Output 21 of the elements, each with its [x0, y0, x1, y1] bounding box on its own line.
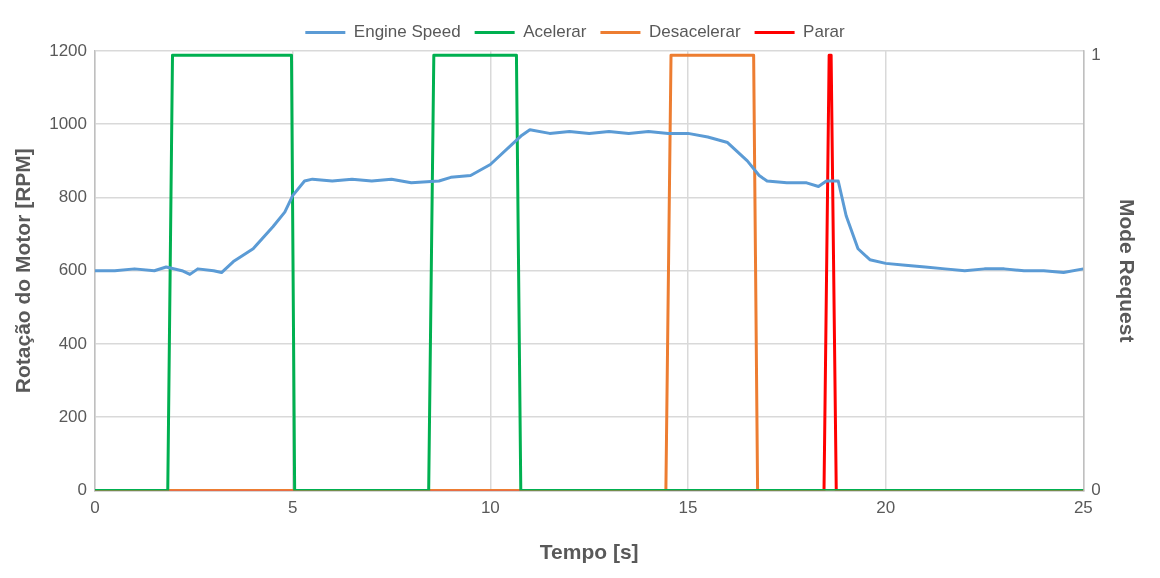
y2-tick-label: 1 [1091, 45, 1101, 65]
x-tick-label: 25 [1073, 498, 1093, 518]
y-tick-label: 600 [58, 260, 88, 280]
y-tick-label: 200 [58, 406, 88, 426]
y-tick-label: 1200 [49, 40, 88, 60]
x-tick-label: 20 [876, 498, 896, 518]
x-axis-title: Tempo [s] [539, 540, 639, 564]
y-tick-label: 0 [77, 480, 88, 500]
y2-axis-title: Mode Request [1115, 198, 1139, 343]
y-axis-title: Rotação do Motor [RPM] [11, 148, 35, 394]
x-tick-label: 15 [678, 498, 698, 518]
x-tick-label: 5 [287, 498, 298, 518]
x-tick-label: 10 [480, 498, 500, 518]
y2-tick-label: 0 [1091, 480, 1101, 500]
legend-label: Acelerar [523, 22, 587, 42]
y-tick-label: 800 [58, 187, 88, 207]
legend-label: Parar [803, 22, 846, 42]
y-tick-label: 400 [58, 333, 88, 353]
legend-label: Engine Speed [353, 22, 461, 42]
legend-label: Desacelerar [648, 22, 741, 42]
y-tick-label: 1000 [49, 113, 88, 133]
